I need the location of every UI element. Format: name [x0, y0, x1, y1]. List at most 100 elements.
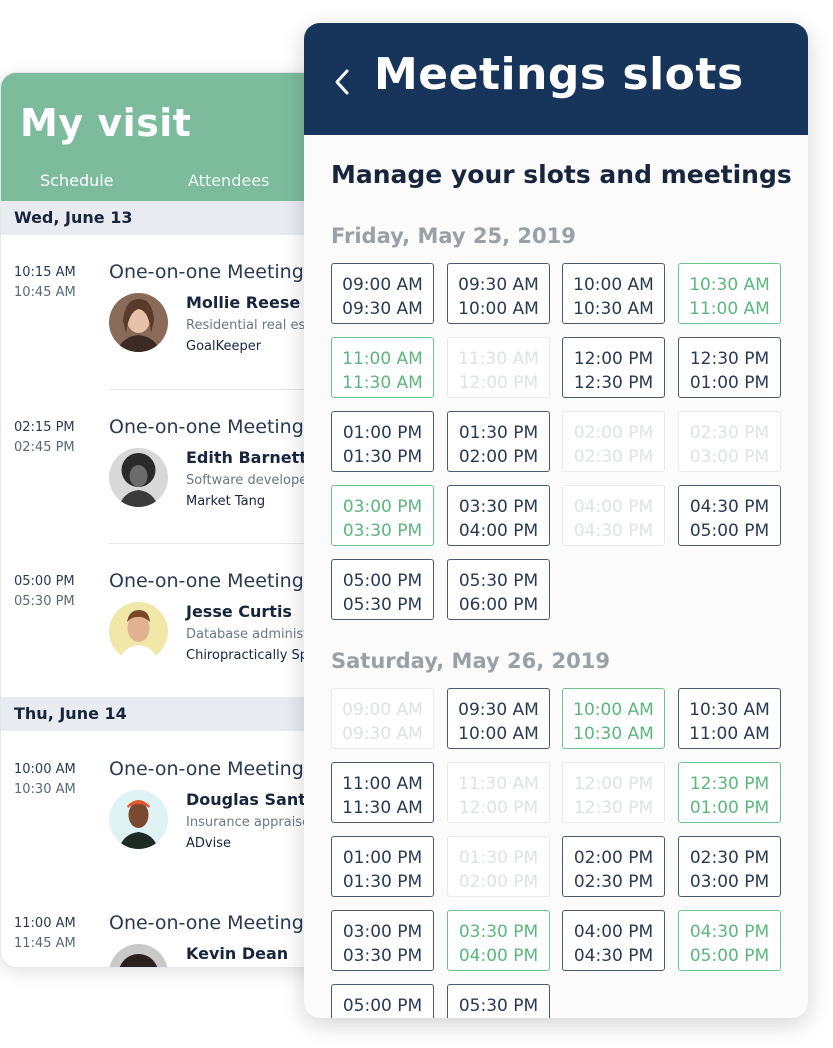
- time-slot[interactable]: 09:30 AM 10:00 AM: [447, 688, 550, 749]
- slot-start-time: 05:30 PM: [458, 571, 539, 591]
- slot-start-time: 03:30 PM: [458, 922, 539, 942]
- slot-start-time: 11:30 AM: [458, 774, 539, 794]
- attendee-company: Market Tang: [186, 494, 266, 509]
- slot-end-time: 12:00 PM: [458, 373, 539, 393]
- time-slot[interactable]: 09:00 AM 09:30 AM: [331, 688, 434, 749]
- slot-end-time: 01:00 PM: [689, 798, 770, 818]
- meeting-item[interactable]: 11:00 AM 11:45 AM One-on-one Meeting Kev…: [1, 912, 329, 967]
- time-slot[interactable]: 02:00 PM 02:30 PM: [562, 836, 665, 897]
- meeting-start-time: 10:00 AM: [14, 762, 76, 777]
- time-slot[interactable]: 05:00 PM: [331, 984, 434, 1018]
- attendee-name: Kevin Dean: [186, 944, 289, 963]
- slot-end-time: 02:30 PM: [573, 872, 654, 892]
- time-slot[interactable]: 03:30 PM 04:00 PM: [447, 485, 550, 546]
- slot-end-time: 12:00 PM: [458, 798, 539, 818]
- slot-end-time: 11:30 AM: [342, 373, 423, 393]
- time-slot[interactable]: 01:30 PM 02:00 PM: [447, 836, 550, 897]
- slot-end-time: 01:00 PM: [689, 373, 770, 393]
- time-slot[interactable]: 11:30 AM 12:00 PM: [447, 762, 550, 823]
- meeting-item[interactable]: 02:15 PM 02:45 PM One-on-one Meeting Edi…: [1, 416, 329, 560]
- time-slot[interactable]: 01:30 PM 02:00 PM: [447, 411, 550, 472]
- time-slot[interactable]: 05:30 PM 06:00 PM: [447, 559, 550, 620]
- time-slot[interactable]: 12:30 PM 01:00 PM: [678, 762, 781, 823]
- time-slot[interactable]: 02:00 PM 02:30 PM: [562, 411, 665, 472]
- time-slot[interactable]: 03:00 PM 03:30 PM: [331, 485, 434, 546]
- meeting-item[interactable]: 10:15 AM 10:45 AM One-on-one Meeting Mol…: [1, 261, 329, 405]
- time-slot[interactable]: 03:30 PM 04:00 PM: [447, 910, 550, 971]
- slot-start-time: 12:30 PM: [689, 349, 770, 369]
- slot-start-time: 03:30 PM: [458, 497, 539, 517]
- slot-end-time: 02:00 PM: [458, 872, 539, 892]
- time-slot[interactable]: 04:30 PM 05:00 PM: [678, 910, 781, 971]
- slots-subtitle: Manage your slots and meetings: [331, 160, 792, 189]
- slot-start-time: 02:30 PM: [689, 848, 770, 868]
- attendee-role: Database administ: [186, 627, 309, 642]
- tab-attendees[interactable]: Attendees: [188, 171, 270, 190]
- slot-end-time: 03:00 PM: [689, 872, 770, 892]
- time-slot[interactable]: 05:30 PM: [447, 984, 550, 1018]
- slot-end-time: 04:30 PM: [573, 521, 654, 541]
- time-slot[interactable]: 12:30 PM 01:00 PM: [678, 337, 781, 398]
- time-slot[interactable]: 01:00 PM 01:30 PM: [331, 836, 434, 897]
- slot-start-time: 03:00 PM: [342, 497, 423, 517]
- slot-start-time: 04:00 PM: [573, 497, 654, 517]
- slot-start-time: 02:30 PM: [689, 423, 770, 443]
- time-slot[interactable]: 11:00 AM 11:30 AM: [331, 762, 434, 823]
- time-slot[interactable]: 12:00 PM 12:30 PM: [562, 762, 665, 823]
- time-slot[interactable]: 02:30 PM 03:00 PM: [678, 411, 781, 472]
- slot-end-time: 04:00 PM: [458, 946, 539, 966]
- day-header: Thu, June 14: [1, 697, 329, 731]
- time-slot[interactable]: 05:00 PM 05:30 PM: [331, 559, 434, 620]
- slot-end-time: 10:00 AM: [458, 299, 539, 319]
- time-slot[interactable]: 12:00 PM 12:30 PM: [562, 337, 665, 398]
- time-slot[interactable]: 10:00 AM 10:30 AM: [562, 688, 665, 749]
- time-slot[interactable]: 10:30 AM 11:00 AM: [678, 688, 781, 749]
- slot-start-time: 11:00 AM: [342, 774, 423, 794]
- slot-end-time: 05:00 PM: [689, 521, 770, 541]
- time-slot[interactable]: 10:30 AM 11:00 AM: [678, 263, 781, 324]
- meeting-start-time: 05:00 PM: [14, 574, 75, 589]
- meeting-end-time: 10:30 AM: [14, 782, 76, 797]
- slot-start-time: 10:30 AM: [689, 275, 770, 295]
- divider: [109, 389, 329, 390]
- time-slot[interactable]: 11:00 AM 11:30 AM: [331, 337, 434, 398]
- time-slot[interactable]: 04:00 PM 04:30 PM: [562, 485, 665, 546]
- time-slot[interactable]: 10:00 AM 10:30 AM: [562, 263, 665, 324]
- meeting-end-time: 02:45 PM: [14, 440, 75, 455]
- slot-start-time: 10:00 AM: [573, 275, 654, 295]
- attendee-name: Jesse Curtis: [186, 602, 292, 621]
- slot-start-time: 12:00 PM: [573, 349, 654, 369]
- meeting-end-time: 11:45 AM: [14, 936, 76, 951]
- avatar: [109, 944, 168, 967]
- avatar: [109, 602, 168, 661]
- chevron-left-icon[interactable]: [331, 64, 353, 100]
- time-slot[interactable]: 11:30 AM 12:00 PM: [447, 337, 550, 398]
- time-slot[interactable]: 04:00 PM 04:30 PM: [562, 910, 665, 971]
- date-heading: Friday, May 25, 2019: [331, 224, 576, 248]
- slot-end-time: 12:30 PM: [573, 373, 654, 393]
- meeting-item[interactable]: 10:00 AM 10:30 AM One-on-one Meeting Dou…: [1, 758, 329, 902]
- slots-title: Meetings slots: [374, 49, 744, 100]
- time-slot[interactable]: 09:30 AM 10:00 AM: [447, 263, 550, 324]
- time-slot[interactable]: 01:00 PM 01:30 PM: [331, 411, 434, 472]
- tab-schedule[interactable]: Schedule: [40, 171, 114, 190]
- divider: [109, 543, 329, 544]
- time-slot[interactable]: 03:00 PM 03:30 PM: [331, 910, 434, 971]
- slot-end-time: 03:30 PM: [342, 946, 423, 966]
- visit-header: My visit Schedule Attendees: [1, 73, 329, 201]
- slot-end-time: 03:30 PM: [342, 521, 423, 541]
- meeting-start-time: 11:00 AM: [14, 916, 76, 931]
- slot-end-time: 12:30 PM: [573, 798, 654, 818]
- meeting-title: One-on-one Meeting: [109, 912, 304, 934]
- slot-end-time: 04:30 PM: [573, 946, 654, 966]
- slot-start-time: 09:30 AM: [458, 275, 539, 295]
- time-slot[interactable]: 04:30 PM 05:00 PM: [678, 485, 781, 546]
- meeting-start-time: 10:15 AM: [14, 265, 76, 280]
- meeting-end-time: 10:45 AM: [14, 285, 76, 300]
- time-slot[interactable]: 09:00 AM 09:30 AM: [331, 263, 434, 324]
- meeting-title: One-on-one Meeting: [109, 570, 304, 592]
- meeting-item[interactable]: 05:00 PM 05:30 PM One-on-one Meeting Jes…: [1, 570, 329, 714]
- slot-end-time: 11:30 AM: [342, 798, 423, 818]
- time-slot[interactable]: 02:30 PM 03:00 PM: [678, 836, 781, 897]
